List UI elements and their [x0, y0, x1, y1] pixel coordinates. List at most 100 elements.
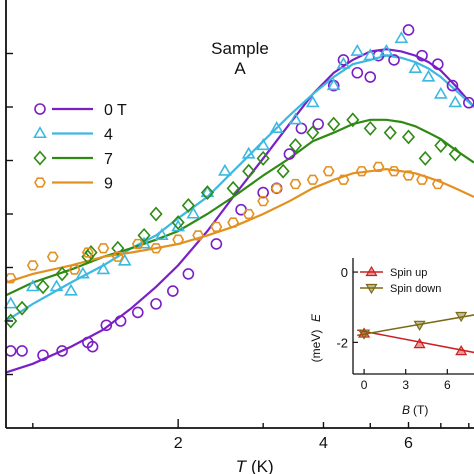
- data-point-series-2: [448, 146, 462, 162]
- data-point-series-1: [288, 112, 303, 125]
- data-point-series-0: [388, 54, 400, 66]
- inset-axes: 0 -2 0 3 6: [336, 258, 474, 392]
- data-point-series-2: [346, 112, 360, 128]
- data-point-series-3: [257, 196, 270, 207]
- data-point-series-1: [269, 121, 284, 133]
- data-point-series-3: [68, 264, 81, 275]
- data-point-series-0: [4, 345, 17, 357]
- data-point-series-3: [306, 174, 319, 185]
- data-point-series-1: [117, 253, 132, 266]
- data-point-series-2: [434, 138, 448, 153]
- inset-chart: 0 -2 0 3 6 Spin up Spin down E (meV) B (T): [309, 252, 474, 422]
- data-point-series-2: [171, 215, 185, 231]
- data-point-series-2: [137, 227, 151, 243]
- data-point-series-3: [172, 234, 185, 245]
- inset-x-axis-unit: (T): [413, 403, 428, 417]
- x-axis-unit: (K): [251, 457, 274, 474]
- data-point-series-1: [421, 69, 436, 82]
- data-point-series-2: [149, 206, 163, 222]
- data-point-series-2: [363, 120, 377, 136]
- legend-marker-2: [33, 150, 47, 166]
- data-point-series-1: [218, 163, 232, 176]
- data-point-series-2: [327, 116, 341, 132]
- data-point-series-0: [351, 66, 364, 79]
- data-point-series-1: [394, 31, 409, 44]
- data-point-series-0: [446, 79, 459, 92]
- data-point-series-3: [337, 174, 350, 185]
- data-point-series-3: [46, 251, 59, 262]
- data-point-series-1: [241, 146, 256, 159]
- inset-point-series-0: [413, 337, 426, 349]
- inset-point-series-0: [455, 344, 468, 356]
- inset-point-series-1: [413, 320, 426, 331]
- main-x-tick-label: 4: [319, 435, 328, 452]
- x-axis-label: T: [236, 457, 248, 474]
- main-data-points: [3, 24, 474, 362]
- data-point-series-1: [379, 44, 394, 56]
- inset-legend-marker-0: [365, 265, 378, 277]
- data-point-series-2: [4, 313, 18, 329]
- inset-legend: Spin up Spin down: [360, 265, 441, 295]
- data-point-series-2: [15, 300, 29, 316]
- data-point-series-0: [210, 238, 223, 250]
- fit-line-1: [5, 54, 474, 322]
- data-point-series-1: [408, 61, 423, 74]
- inset-x-tick-label: 3: [402, 378, 409, 392]
- data-point-series-0: [337, 54, 350, 66]
- data-point-series-2: [55, 266, 69, 282]
- inset-y-axis-unit: (meV): [309, 330, 323, 363]
- data-point-series-3: [111, 251, 124, 262]
- inset-y-tick-label: 0: [341, 265, 348, 280]
- data-point-series-1: [96, 262, 111, 275]
- inset-y-tick-label: -2: [336, 335, 348, 350]
- data-point-series-2: [36, 279, 50, 295]
- data-point-series-2: [111, 240, 125, 256]
- inset-line-1: [357, 314, 474, 337]
- data-point-series-2: [401, 129, 416, 145]
- data-point-series-2: [418, 150, 432, 166]
- data-point-series-1: [76, 266, 90, 279]
- data-point-series-3: [192, 230, 205, 241]
- fit-line-0: [5, 48, 474, 374]
- data-point-series-1: [186, 206, 201, 219]
- data-point-series-0: [312, 118, 324, 130]
- data-point-series-3: [81, 247, 94, 258]
- data-point-series-3: [131, 238, 144, 250]
- data-point-series-1: [363, 48, 378, 61]
- legend-marker-1: [33, 126, 47, 139]
- data-point-series-0: [283, 148, 296, 160]
- inset-line-0: [357, 329, 474, 354]
- data-point-series-1: [49, 279, 64, 292]
- data-point-series-3: [97, 243, 110, 254]
- data-point-series-0: [402, 24, 415, 36]
- data-point-series-3: [372, 161, 385, 173]
- data-point-series-3: [402, 170, 415, 181]
- inset-legend-marker-1: [365, 283, 378, 295]
- data-point-series-0: [100, 319, 113, 332]
- inset-y-axis-label: E: [309, 313, 323, 322]
- main-axes: 2 4 6: [5, 0, 474, 452]
- data-point-series-0: [132, 306, 144, 319]
- data-point-series-0: [16, 345, 28, 357]
- data-point-series-3: [355, 166, 368, 177]
- data-point-series-3: [242, 208, 255, 220]
- inset-x-axis-label: B: [402, 403, 410, 417]
- inset-fit-lines: [357, 314, 474, 354]
- data-point-series-2: [256, 150, 270, 166]
- inset-legend-label-1: Spin down: [390, 283, 441, 295]
- data-point-series-1: [200, 185, 215, 198]
- data-point-series-2: [84, 245, 98, 260]
- data-point-series-3: [416, 174, 428, 185]
- data-point-series-0: [416, 49, 428, 62]
- main-legend: 0 T 4 7 9: [33, 102, 127, 193]
- data-point-series-3: [227, 217, 240, 228]
- data-point-series-1: [448, 95, 463, 108]
- data-point-series-0: [432, 58, 444, 70]
- data-point-series-1: [3, 296, 18, 309]
- data-point-series-3: [388, 166, 400, 177]
- data-point-series-1: [25, 279, 40, 292]
- data-point-series-0: [364, 71, 377, 83]
- inset-x-tick-label: 6: [444, 378, 451, 392]
- data-point-series-0: [150, 298, 162, 310]
